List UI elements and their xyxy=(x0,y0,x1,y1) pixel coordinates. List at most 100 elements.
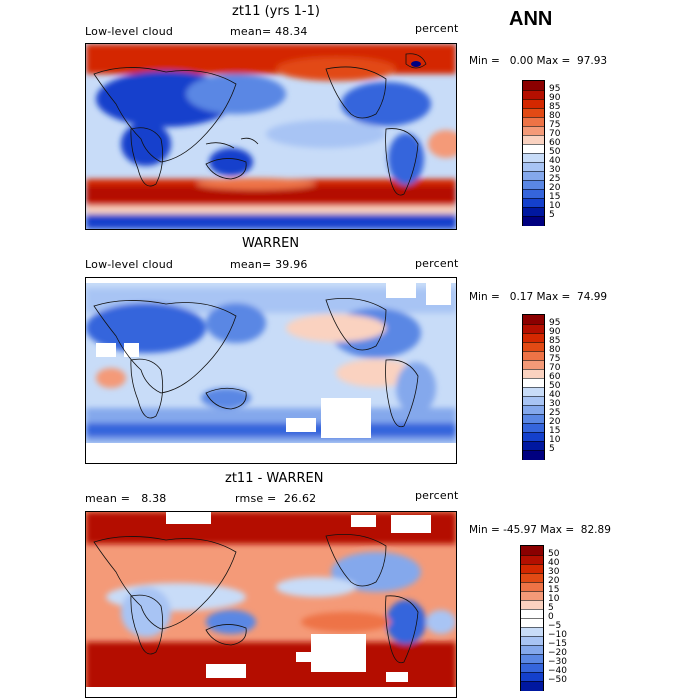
colorbar-divider xyxy=(521,681,543,682)
colorbar-swatch xyxy=(523,423,544,433)
colorbar-divider xyxy=(523,108,544,109)
colorbar-swatch xyxy=(521,654,543,664)
colorbar-tick-label: 15 xyxy=(549,191,561,202)
colorbar-swatch xyxy=(523,432,544,442)
colorbar-divider xyxy=(523,198,544,199)
colorbar-divider xyxy=(521,564,543,565)
colorbar-tick-label: 5 xyxy=(548,602,554,613)
colorbar-divider xyxy=(523,162,544,163)
colorbar-tick-label: 15 xyxy=(549,425,561,436)
panel-2-units-label: percent xyxy=(415,257,459,270)
colorbar-divider xyxy=(523,378,544,379)
colorbar-divider xyxy=(523,207,544,208)
colorbar-swatch xyxy=(523,351,544,361)
colorbar-divider xyxy=(521,672,543,673)
colorbar-swatch xyxy=(521,600,543,610)
colorbar-divider xyxy=(521,591,543,592)
colorbar-tick-label: 50 xyxy=(548,548,560,559)
colorbar-divider xyxy=(521,600,543,601)
panel-1-mean-label: mean= 48.34 xyxy=(230,25,308,38)
colorbar-tick-label: 70 xyxy=(549,362,561,373)
panel-2-minmax: Min = 0.17 Max = 74.99 xyxy=(469,291,608,303)
colorbar-swatch xyxy=(523,108,544,118)
colorbar-swatch xyxy=(523,369,544,379)
colorbar-swatch xyxy=(523,171,544,181)
colorbar-swatch xyxy=(521,681,543,691)
colorbar-swatch xyxy=(523,405,544,415)
colorbar-swatch xyxy=(523,198,544,208)
colorbar-divider xyxy=(523,432,544,433)
colorbar-divider xyxy=(523,324,544,325)
colorbar-swatch xyxy=(521,591,543,601)
colorbar-divider xyxy=(521,645,543,646)
panel-3-units-label: percent xyxy=(415,489,459,502)
colorbar-swatch xyxy=(521,636,543,646)
colorbar-divider xyxy=(523,171,544,172)
panel-2-map xyxy=(85,277,457,464)
colorbar-swatch xyxy=(523,414,544,424)
panel-2-colorbar xyxy=(522,314,545,460)
colorbar-swatch xyxy=(523,378,544,388)
colorbar-tick-label: 5 xyxy=(549,209,555,220)
season-label: ANN xyxy=(509,8,553,30)
colorbar-swatch xyxy=(521,609,543,619)
colorbar-swatch xyxy=(523,360,544,370)
colorbar-tick-label: 40 xyxy=(549,155,561,166)
panel-1-variable-label: Low-level cloud xyxy=(85,25,174,38)
colorbar-divider xyxy=(523,333,544,334)
colorbar-tick-label: −40 xyxy=(548,665,567,676)
colorbar-tick-label: 20 xyxy=(549,416,561,427)
colorbar-swatch xyxy=(523,90,544,100)
panel-2-title: WARREN xyxy=(242,236,300,251)
panel-3-colorbar xyxy=(520,545,544,691)
colorbar-divider xyxy=(521,573,543,574)
colorbar-tick-label: −5 xyxy=(548,620,562,631)
colorbar-divider xyxy=(523,414,544,415)
colorbar-divider xyxy=(521,582,543,583)
colorbar-divider xyxy=(521,654,543,655)
panel-2-mean-label: mean= 39.96 xyxy=(230,258,308,271)
colorbar-divider xyxy=(523,135,544,136)
colorbar-swatch xyxy=(521,546,543,556)
panel-3-title: zt11 - WARREN xyxy=(225,471,324,486)
colorbar-divider xyxy=(523,189,544,190)
colorbar-tick-label: 10 xyxy=(548,593,560,604)
colorbar-divider xyxy=(523,423,544,424)
colorbar-divider xyxy=(523,153,544,154)
colorbar-divider xyxy=(523,90,544,91)
colorbar-divider xyxy=(523,351,544,352)
panel-3-rmse-label: rmse = 26.62 xyxy=(235,492,317,505)
colorbar-tick-label: −15 xyxy=(548,638,567,649)
colorbar-tick-label: 75 xyxy=(549,353,561,364)
colorbar-swatch xyxy=(521,663,543,673)
colorbar-divider xyxy=(523,450,544,451)
colorbar-divider xyxy=(523,405,544,406)
colorbar-tick-label: 0 xyxy=(548,611,554,622)
colorbar-divider xyxy=(523,216,544,217)
colorbar-tick-label: 30 xyxy=(549,164,561,175)
colorbar-divider xyxy=(521,663,543,664)
colorbar-tick-label: 75 xyxy=(549,119,561,130)
colorbar-swatch xyxy=(521,645,543,655)
colorbar-divider xyxy=(523,360,544,361)
colorbar-tick-label: −20 xyxy=(548,647,567,658)
colorbar-divider xyxy=(523,99,544,100)
colorbar-divider xyxy=(523,126,544,127)
colorbar-tick-label: 85 xyxy=(549,101,561,112)
colorbar-tick-label: 95 xyxy=(549,83,561,94)
colorbar-tick-label: 90 xyxy=(549,92,561,103)
colorbar-tick-label: −30 xyxy=(548,656,567,667)
colorbar-divider xyxy=(521,627,543,628)
colorbar-swatch xyxy=(521,582,543,592)
colorbar-tick-label: 30 xyxy=(549,398,561,409)
panel-3-mean-label: mean = 8.38 xyxy=(85,492,167,505)
colorbar-swatch xyxy=(523,144,544,154)
colorbar-divider xyxy=(523,144,544,145)
colorbar-divider xyxy=(523,117,544,118)
colorbar-tick-label: 85 xyxy=(549,335,561,346)
panel-1-colorbar xyxy=(522,80,545,226)
colorbar-tick-label: 60 xyxy=(549,137,561,148)
colorbar-swatch xyxy=(523,189,544,199)
colorbar-tick-label: 50 xyxy=(549,380,561,391)
colorbar-tick-label: −50 xyxy=(548,674,567,685)
